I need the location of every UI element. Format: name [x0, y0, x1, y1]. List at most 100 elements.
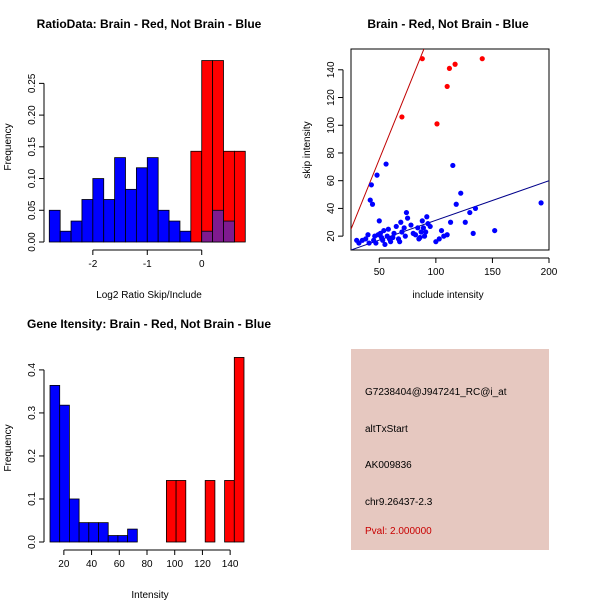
ratio-red-bar-1: [201, 60, 214, 243]
gene-y-tick-label-2: 0.2: [27, 449, 38, 463]
scatter-point-blue-43: [419, 218, 425, 224]
scatter-xlabel: include intensity: [412, 290, 483, 301]
ratio-blue-bar-1: [59, 230, 72, 243]
scatter-point-blue-14: [376, 218, 382, 224]
gene-red-bar-0: [165, 480, 177, 543]
scatter-point-blue-3: [363, 236, 369, 242]
scatter-point-blue-44: [420, 225, 427, 231]
scatter-y-tick-label-3: 80: [326, 147, 337, 159]
scatter-point-blue-25: [390, 234, 396, 241]
scatter-title: Brain - Red, Not Brain - Blue: [367, 17, 529, 31]
scatter-point-red-4: [446, 65, 453, 72]
scatter-point-blue-26: [391, 230, 397, 236]
scatter-y-tick-label-1: 40: [326, 202, 337, 214]
gene-x-tick-label-2: 60: [114, 559, 126, 570]
ratio-histogram-title: RatioData: Brain - Red, Not Brain - Blue: [37, 17, 262, 31]
gene-y-tick-label-4: 0.4: [27, 363, 38, 377]
scatter-point-blue-33: [402, 233, 408, 239]
gene-histogram-xlabel: Intensity: [131, 590, 168, 600]
scatter-point-blue-6: [367, 197, 373, 203]
scatter-point-blue-63: [492, 227, 498, 234]
event-type: altTxStart: [365, 424, 408, 435]
scatter-point-blue-45: [421, 233, 428, 239]
probe-id: G7238404@J947241_RC@i_at: [365, 387, 507, 398]
scatter-point-blue-27: [393, 223, 399, 230]
scatter-point-blue-52: [438, 227, 445, 234]
gene-blue-bar-8: [127, 528, 138, 543]
scatter-point-red-5: [452, 61, 458, 67]
ratio-blue-bar-10: [157, 209, 170, 243]
gene-histogram-title: Gene Itensity: Brain - Red, Not Brain - …: [27, 317, 271, 331]
scatter-point-blue-47: [424, 214, 430, 220]
gene-intensity-histogram: Gene Itensity: Brain - Red, Not Brain - …: [3, 317, 271, 600]
scatter-point-red-6: [479, 56, 485, 62]
gene-red-bar-1: [175, 480, 187, 543]
ratio-y-tick-label-5: 0.25: [27, 73, 38, 93]
ratio-blue-bar-3: [81, 199, 94, 243]
gene-x-tick-label-5: 120: [194, 559, 211, 570]
gene-y-tick-label-1: 0.1: [27, 492, 38, 506]
ratio-blue-bar-2: [70, 220, 83, 243]
ratio-x-tick-label-1: -1: [143, 259, 152, 270]
scatter-point-blue-42: [418, 229, 424, 235]
scatter-point-blue-11: [373, 240, 379, 246]
scatter-point-blue-36: [408, 222, 414, 228]
gene-blue-bar-5: [98, 522, 109, 543]
accession-id: AK009836: [365, 460, 412, 471]
scatter-point-blue-62: [472, 205, 479, 212]
ratio-blue-bar-4: [92, 178, 105, 243]
scatter-point-blue-58: [458, 190, 464, 196]
scatter-point-blue-54: [444, 232, 450, 238]
scatter-x-tick-label-3: 200: [541, 267, 558, 278]
scatter-point-blue-22: [385, 226, 391, 232]
gene-y-tick-label-3: 0.3: [27, 406, 38, 420]
scatter-ylabel: skip intensity: [302, 121, 313, 178]
gene-y-tick-label-0: 0.0: [27, 535, 38, 549]
gene-x-tick-label-6: 140: [222, 559, 239, 570]
scatter-point-red-2: [434, 121, 440, 127]
scatter-plot-box: [350, 48, 550, 251]
scatter-point-blue-20: [383, 161, 389, 167]
scatter-point-red-0: [399, 114, 405, 120]
ratio-histogram-ylabel: Frequency: [3, 123, 14, 170]
ratio-blue-bar-12: [179, 230, 192, 243]
scatter-x-tick-label-2: 150: [484, 267, 501, 278]
ratio-y-tick-label-2: 0.10: [27, 168, 38, 188]
gene-red-bar-2: [204, 480, 216, 543]
scatter-point-blue-7: [368, 182, 374, 188]
gene-red-bar-4: [233, 357, 245, 543]
scatter-point-blue-19: [382, 241, 388, 248]
scatter-point-blue-12: [374, 172, 380, 178]
scatter-fit-line-brain: [351, 49, 425, 230]
gene-x-tick-label-3: 80: [141, 559, 153, 570]
scatter-point-blue-32: [401, 225, 407, 231]
scatter-y-tick-label-2: 60: [326, 175, 337, 187]
scatter-point-blue-57: [453, 201, 459, 207]
scatter-x-tick-label-0: 50: [374, 267, 386, 278]
gene-blue-bar-2: [69, 498, 80, 543]
gene-blue-bar-1: [59, 404, 70, 543]
scatter-y-tick-label-0: 20: [326, 230, 337, 242]
ratio-y-tick-label-0: 0.00: [27, 232, 38, 252]
gene-x-tick-label-0: 20: [58, 559, 70, 570]
scatter-y-tick-label-6: 140: [326, 61, 337, 78]
chromosome-location: chr9.26437-2.3: [365, 497, 433, 508]
gene-blue-bar-6: [107, 535, 119, 543]
ratio-histogram-xlabel: Log2 Ratio Skip/Include: [96, 290, 202, 301]
scatter-y-tick-label-5: 120: [326, 89, 337, 106]
scatter-point-blue-56: [450, 162, 456, 169]
scatter-y-tick-label-4: 100: [326, 116, 337, 133]
ratio-y-tick-label-3: 0.15: [27, 137, 38, 157]
ratio-blue-bar-7: [125, 188, 137, 243]
gene-blue-bar-3: [78, 522, 90, 543]
scatter-point-blue-24: [388, 239, 394, 245]
scatter-point-blue-61: [470, 230, 476, 236]
ratio-red-bar-0: [190, 150, 203, 243]
gene-blue-bar-4: [88, 522, 99, 543]
scatter-point-blue-46: [423, 229, 429, 235]
scatter-point-blue-4: [365, 232, 371, 238]
scatter-point-blue-31: [399, 229, 405, 235]
scatter-point-blue-38: [412, 232, 419, 238]
scatter-point-blue-17: [380, 237, 386, 243]
